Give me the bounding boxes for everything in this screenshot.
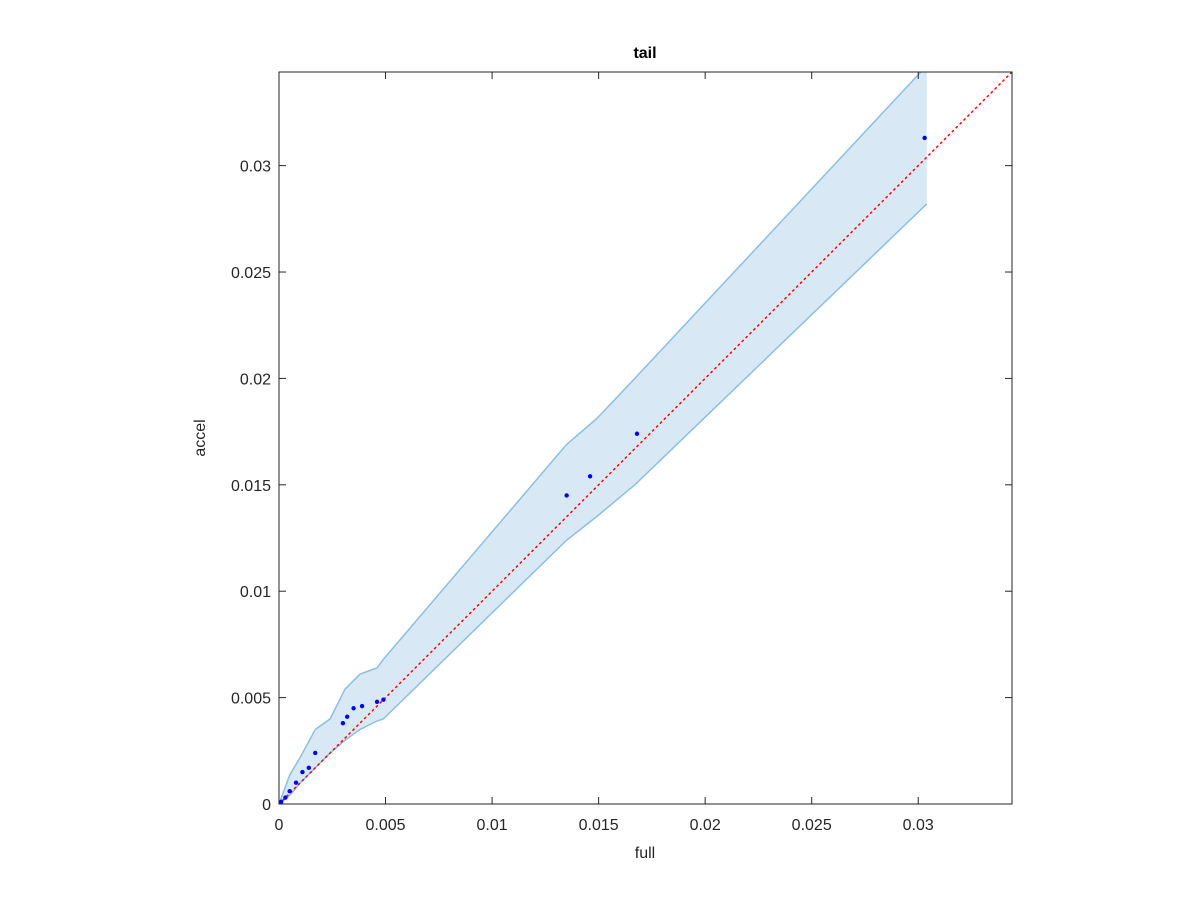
data-point bbox=[313, 750, 318, 756]
band-upper-edge bbox=[279, 72, 922, 804]
y-axis-label: accel bbox=[192, 419, 209, 456]
band-lower-edge bbox=[279, 203, 928, 804]
data-point bbox=[293, 780, 299, 785]
x-tick-label: 0.015 bbox=[579, 817, 619, 834]
data-point bbox=[587, 474, 593, 479]
data-point bbox=[634, 431, 640, 436]
y-tick-label: 0.025 bbox=[231, 265, 271, 282]
x-tick-label: 0.02 bbox=[690, 817, 721, 834]
data-point bbox=[340, 720, 346, 726]
data-point bbox=[344, 714, 350, 719]
data-point bbox=[374, 699, 380, 705]
data-point bbox=[300, 769, 305, 775]
x-tick-label: 0.005 bbox=[366, 817, 406, 834]
y-tick-label: 0 bbox=[262, 797, 271, 814]
x-axis-label: full bbox=[635, 845, 655, 862]
data-point bbox=[306, 765, 312, 771]
data-point bbox=[564, 493, 569, 498]
x-tick-label: 0 bbox=[275, 817, 284, 834]
data-point bbox=[351, 706, 356, 711]
reference-line bbox=[279, 72, 1012, 804]
x-tick-label: 0.03 bbox=[903, 817, 934, 834]
data-point bbox=[279, 799, 284, 804]
data-point bbox=[283, 795, 288, 800]
axes-box bbox=[278, 71, 1013, 805]
x-tick-label: 0.01 bbox=[477, 817, 508, 834]
data-point bbox=[381, 697, 386, 702]
y-tick-label: 0.01 bbox=[240, 584, 271, 601]
chart-title: tail bbox=[633, 45, 656, 62]
data-point bbox=[359, 703, 365, 709]
y-tick-label: 0.005 bbox=[231, 691, 271, 708]
confidence-band bbox=[279, 72, 927, 804]
y-tick-label: 0.02 bbox=[240, 371, 271, 388]
y-tick-label: 0.03 bbox=[240, 159, 271, 176]
data-point bbox=[287, 789, 292, 794]
plot-area bbox=[279, 72, 1012, 804]
x-tick-label: 0.025 bbox=[792, 817, 832, 834]
data-point bbox=[922, 135, 927, 141]
y-tick-label: 0.015 bbox=[231, 478, 271, 495]
